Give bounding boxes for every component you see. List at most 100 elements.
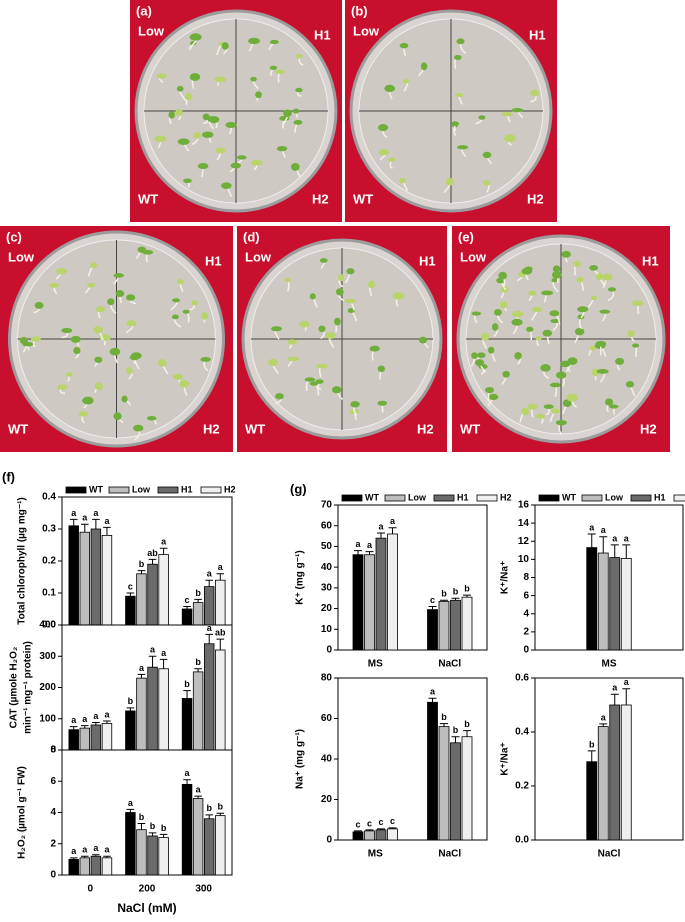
- significance-letter: a: [104, 709, 110, 719]
- seedling-leaf: [283, 109, 292, 118]
- seedling-leaf: [172, 298, 181, 303]
- y-tick-label: 80: [321, 673, 333, 684]
- significance-letter: b: [453, 587, 459, 597]
- seedling-leaf: [589, 265, 599, 271]
- seedling-leaf: [552, 265, 561, 273]
- bar: [181, 698, 193, 751]
- seedling-leaf: [402, 79, 410, 84]
- y-axis-label: K⁺/Na⁺: [500, 561, 511, 594]
- bar: [203, 818, 215, 876]
- significance-letter: a: [601, 712, 607, 722]
- bar: [192, 602, 204, 626]
- y-tick-label: 60: [321, 713, 333, 724]
- seedling-leaf: [632, 343, 640, 348]
- significance-letter: b: [128, 696, 134, 706]
- seedling-leaf: [319, 258, 328, 263]
- seedling-leaf: [93, 326, 103, 334]
- significance-letter: a: [71, 846, 77, 856]
- error-bar: [148, 655, 157, 668]
- significance-letter: a: [185, 768, 191, 778]
- bar: [215, 815, 226, 876]
- bar: [387, 828, 398, 841]
- y-tick-label: 0: [50, 870, 56, 881]
- y-tick-label: 0.1: [42, 588, 56, 599]
- seedling-leaf: [607, 287, 617, 292]
- seedling-leaf: [185, 92, 192, 101]
- legend-label: Low: [408, 492, 427, 502]
- seedling-leaf: [418, 336, 427, 344]
- bar: [181, 608, 193, 626]
- seedling-leaf: [275, 393, 284, 400]
- seedling-leaf: [369, 345, 380, 352]
- bar: [147, 835, 158, 876]
- error-bar: [354, 830, 362, 832]
- y-tick-label: 14: [518, 518, 530, 529]
- significance-letter: b: [161, 823, 167, 833]
- photo-panel-label: (b): [351, 3, 368, 18]
- photo-panel-label: (a): [136, 3, 152, 18]
- bar: [90, 528, 102, 626]
- seedling-leaf: [488, 393, 499, 401]
- significance-letter: b: [453, 725, 459, 735]
- error-bar: [159, 658, 168, 669]
- seedling-leaf: [493, 309, 502, 316]
- seedling-leaf: [287, 356, 300, 362]
- seedling-leaf: [536, 413, 545, 419]
- y-tick-label: 0: [326, 645, 332, 656]
- seedling-leaf: [299, 321, 310, 328]
- significance-letter: a: [104, 516, 110, 526]
- significance-letter: a: [367, 540, 373, 550]
- significance-letter: a: [93, 508, 99, 518]
- seedling-leaf: [269, 65, 278, 70]
- significance-letter: a: [207, 623, 213, 633]
- seedling-leaf: [172, 373, 183, 380]
- bar: [125, 710, 136, 751]
- seedling-leaf: [94, 356, 103, 363]
- legend-label: WT: [562, 492, 576, 502]
- y-tick-label: 6: [523, 590, 529, 601]
- seedling-leaf: [221, 182, 232, 189]
- x-tick-label: NaCl: [438, 659, 461, 670]
- x-tick-label: 0: [88, 884, 94, 895]
- seedling-leaf: [521, 267, 533, 275]
- seedling-leaf: [589, 345, 597, 351]
- y-tick-label: 4: [523, 608, 529, 619]
- bar: [364, 554, 375, 651]
- y-axis-label: CAT (µmole H₂O₂: [9, 647, 20, 729]
- error-bar: [388, 827, 397, 829]
- bar: [147, 563, 158, 626]
- y-tick-label: 0.3: [42, 524, 56, 535]
- y-tick-label: 40: [321, 562, 333, 573]
- seedling-leaf: [214, 76, 227, 83]
- legend-swatch: [673, 494, 685, 502]
- photo-label: Low: [245, 249, 272, 264]
- significance-letter: a: [128, 798, 134, 808]
- legend-swatch: [538, 494, 560, 502]
- seedling-leaf: [526, 326, 534, 332]
- y-tick-label: 2: [50, 838, 56, 849]
- significance-letter: a: [589, 522, 595, 532]
- seedling-leaf: [487, 346, 495, 354]
- y-tick-label: 200: [39, 682, 56, 693]
- y-tick-label: 70: [321, 500, 333, 511]
- error-bar: [451, 597, 460, 601]
- significance-letter: a: [601, 525, 607, 535]
- significance-letter: a: [93, 711, 99, 721]
- seedling-leaf: [250, 159, 263, 166]
- seedling-leaf: [541, 290, 554, 296]
- seedling-leaf: [631, 300, 644, 307]
- error-bar: [194, 598, 202, 603]
- bar: [597, 552, 609, 651]
- seedling-leaf: [377, 365, 386, 373]
- seedling-leaf: [255, 91, 262, 99]
- seedling-leaf: [549, 310, 560, 317]
- error-bar: [103, 526, 111, 536]
- significance-letter: a: [430, 687, 436, 697]
- seedling-leaf: [178, 379, 190, 388]
- photo-label: Low: [353, 23, 380, 38]
- seedling-leaf: [540, 364, 551, 372]
- seedling-leaf: [65, 372, 73, 377]
- photo-label: WT: [245, 421, 265, 436]
- y-axis-label: Na⁺ (mg g⁻¹): [295, 729, 306, 789]
- seedling-leaf: [236, 155, 247, 160]
